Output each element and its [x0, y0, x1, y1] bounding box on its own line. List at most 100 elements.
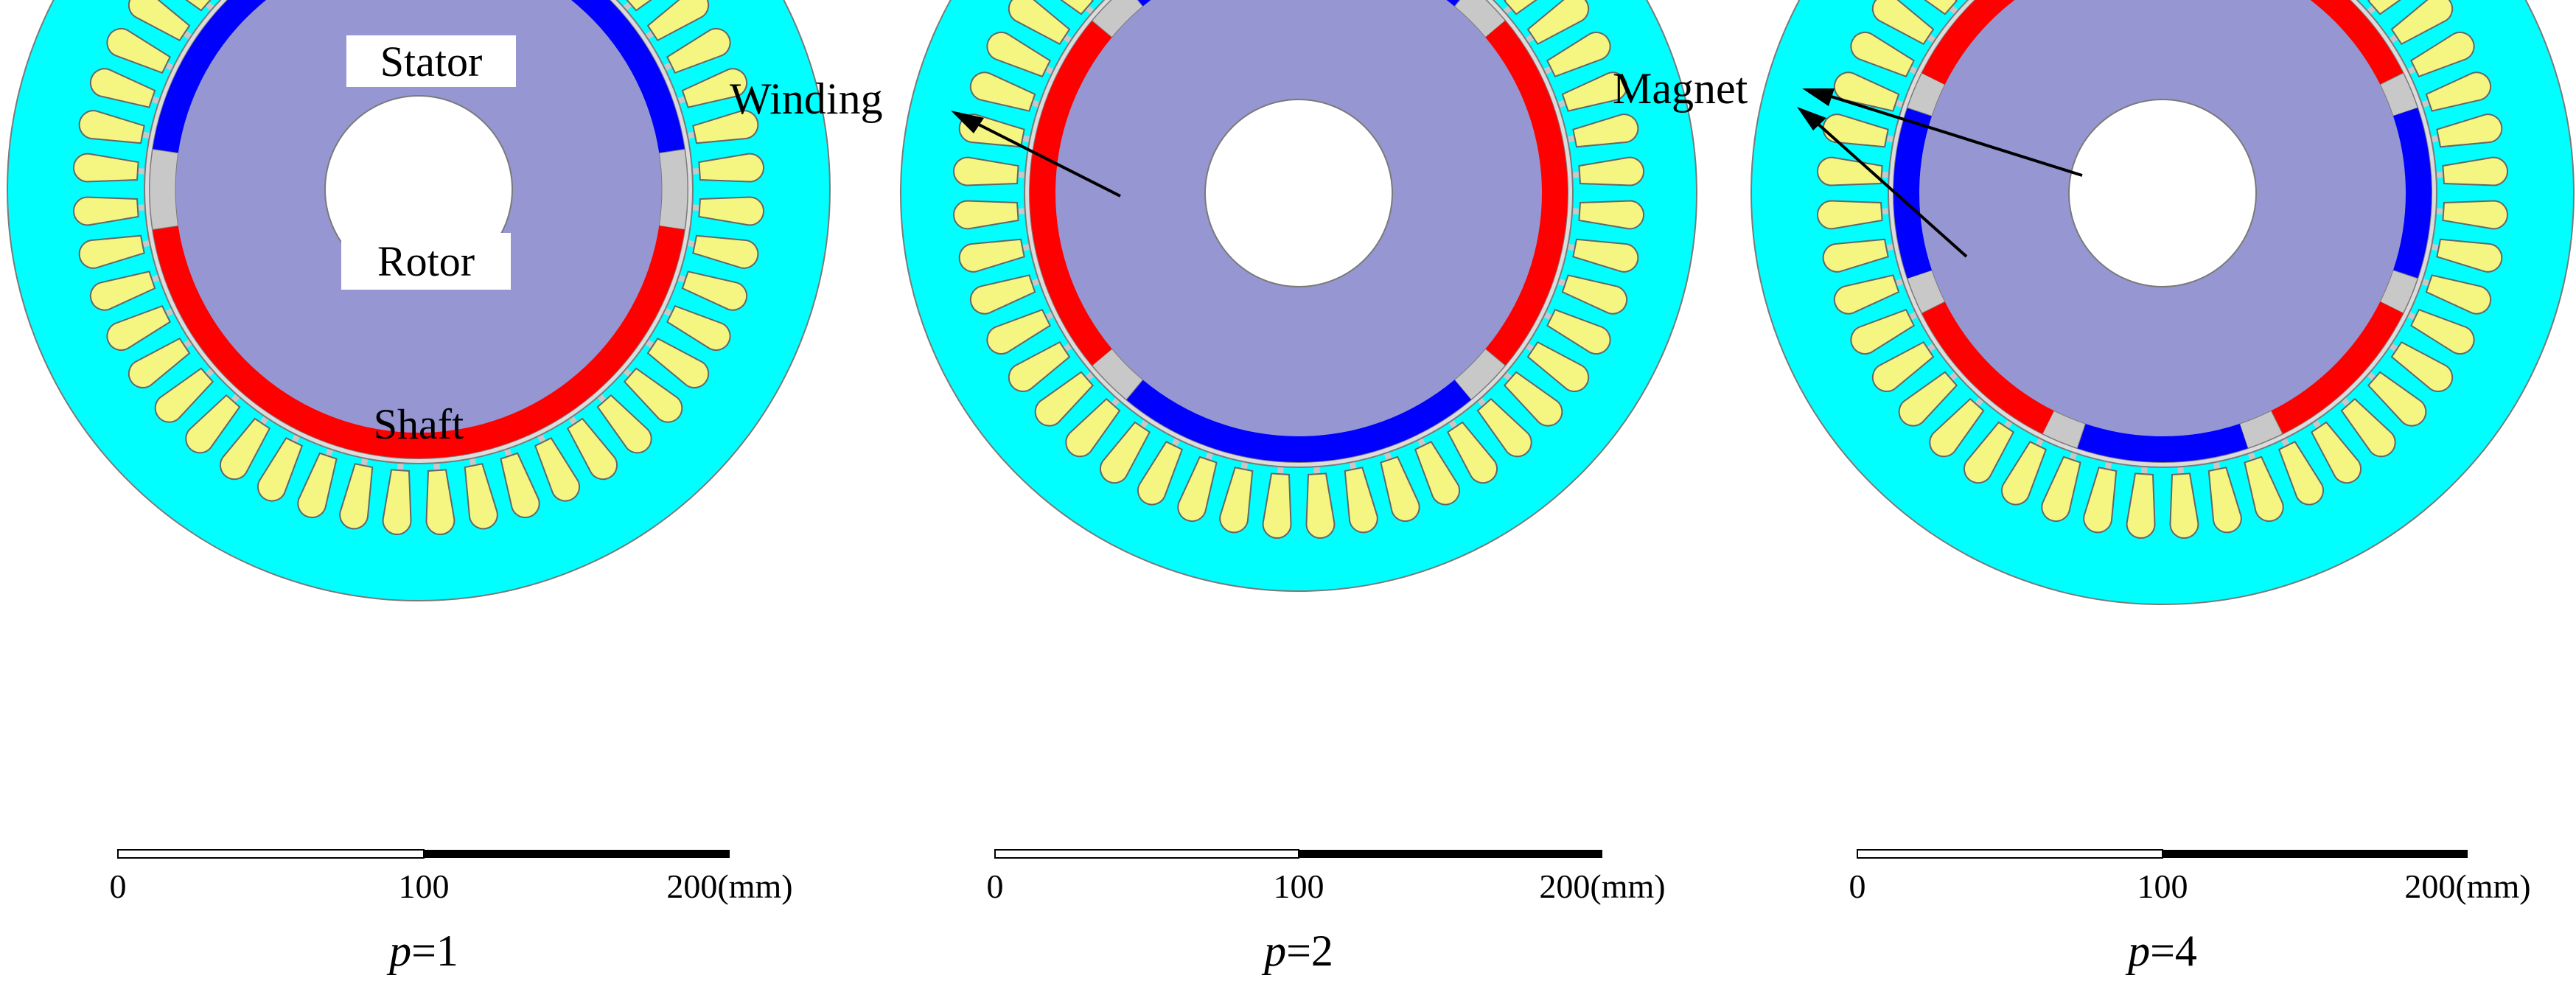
winding-coil — [2083, 467, 2118, 534]
winding-coil — [1219, 467, 1254, 534]
winding-coil — [1850, 308, 1915, 355]
label-stator-box: Stator — [346, 35, 516, 87]
winding-coil — [1833, 71, 1900, 112]
winding-coil — [2169, 472, 2199, 540]
winding-coil — [1034, 0, 1095, 15]
magnet-pole — [1921, 301, 2054, 434]
scale-bar-black-segment — [2163, 850, 2468, 858]
winding-coil — [952, 200, 1019, 230]
winding-coil — [1137, 441, 1184, 506]
machine-p2: 0 100 200(mm) p=2 — [900, 0, 1697, 975]
label-stator-background — [346, 35, 516, 87]
winding-coil — [220, 417, 271, 481]
winding-coil — [646, 337, 710, 388]
winding-coil — [72, 153, 139, 183]
winding-coil — [297, 452, 338, 519]
winding-coil — [1008, 0, 1071, 46]
winding-coil — [185, 394, 241, 454]
winding-slots — [1816, 0, 2509, 540]
winding-slot — [683, 234, 759, 269]
scale-bar-white-segment — [117, 849, 425, 859]
pole-spacer — [1092, 0, 1144, 38]
winding-coil — [257, 437, 304, 502]
winding-coil — [2436, 114, 2503, 148]
winding-slot — [1816, 200, 1894, 230]
winding-coil — [2041, 455, 2081, 523]
pole-spacer — [2042, 410, 2086, 449]
winding-coil — [958, 238, 1025, 273]
caption-p2: p=2 — [1261, 926, 1333, 975]
winding-slot — [687, 153, 765, 183]
pole-spacer — [658, 148, 688, 231]
magnet-pole — [153, 226, 685, 458]
winding-coil — [2425, 71, 2492, 112]
winding-coil — [1561, 274, 1628, 315]
winding-coil — [2207, 467, 2242, 534]
winding-coil — [1816, 200, 1883, 230]
scale-tick-200-mm: 200(mm) — [2404, 867, 2530, 905]
winding-coil — [1964, 421, 2015, 484]
winding-coil — [382, 469, 412, 536]
winding-slot — [2207, 457, 2242, 534]
scale-bar-white-segment — [1857, 849, 2163, 859]
winding-coil — [681, 68, 748, 108]
scale-tick-100: 100 — [1274, 867, 1324, 905]
caption-p4: p=4 — [2125, 926, 2197, 975]
label-magnet: Magnet — [1613, 64, 1748, 113]
winding-coil — [72, 196, 139, 226]
magnet-pole — [1893, 108, 1933, 279]
machine-p4: 0 100 200(mm) p=4 — [1751, 0, 2575, 975]
pole-spacer — [2379, 270, 2418, 314]
winding-coil — [2390, 0, 2454, 46]
winding-coil — [1100, 421, 1151, 484]
winding-coil — [1572, 114, 1639, 148]
winding-coil — [698, 196, 765, 226]
winding-slot — [1816, 156, 1894, 186]
winding-coil — [106, 28, 171, 74]
pole-spacer — [1907, 72, 1946, 116]
winding-coil — [596, 394, 652, 454]
winding-coil — [1546, 32, 1611, 78]
winding-coil — [425, 469, 455, 536]
winding-coil — [666, 304, 731, 351]
winding-coil — [1833, 274, 1900, 315]
pole-spacer — [2239, 410, 2283, 449]
magnet-pole — [2077, 423, 2248, 462]
winding-coil — [623, 367, 683, 423]
winding-coil — [1822, 114, 1889, 148]
winding-coil — [969, 274, 1036, 315]
winding-coil — [1380, 455, 1420, 523]
scale-tick-100: 100 — [2137, 867, 2188, 905]
winding-coil — [2425, 274, 2492, 315]
winding-coil — [1008, 341, 1071, 392]
winding-coil — [1034, 371, 1095, 427]
winding-coil — [969, 71, 1036, 112]
magnet-pole — [1126, 380, 1471, 462]
winding-coil — [339, 463, 374, 530]
winding-coil — [1476, 397, 1532, 458]
winding-coil — [89, 270, 156, 311]
scale-tick-0: 0 — [110, 867, 127, 905]
magnet-pole — [2310, 0, 2404, 85]
winding-coil — [1816, 156, 1883, 186]
winding-coil — [666, 28, 731, 74]
winding-coil — [2410, 32, 2475, 78]
winding-coil — [1526, 341, 1590, 392]
label-stator: Stator — [380, 38, 483, 85]
winding-coil — [2001, 441, 2048, 506]
winding-coil — [500, 452, 540, 519]
winding-coil — [89, 68, 156, 108]
winding-coil — [78, 110, 145, 144]
winding-coil — [1503, 0, 1563, 15]
winding-coil — [128, 0, 191, 42]
winding-coil — [646, 0, 710, 42]
magnet-pole — [2271, 301, 2404, 434]
winding-coil — [1871, 341, 1935, 392]
winding-arrow — [951, 111, 1121, 198]
winding-coil — [2277, 441, 2324, 506]
scale-bar-p2: 0 100 200(mm) — [987, 849, 1666, 905]
winding-coil — [1305, 472, 1336, 540]
winding-coil — [106, 304, 171, 351]
winding-coil — [1526, 0, 1590, 46]
